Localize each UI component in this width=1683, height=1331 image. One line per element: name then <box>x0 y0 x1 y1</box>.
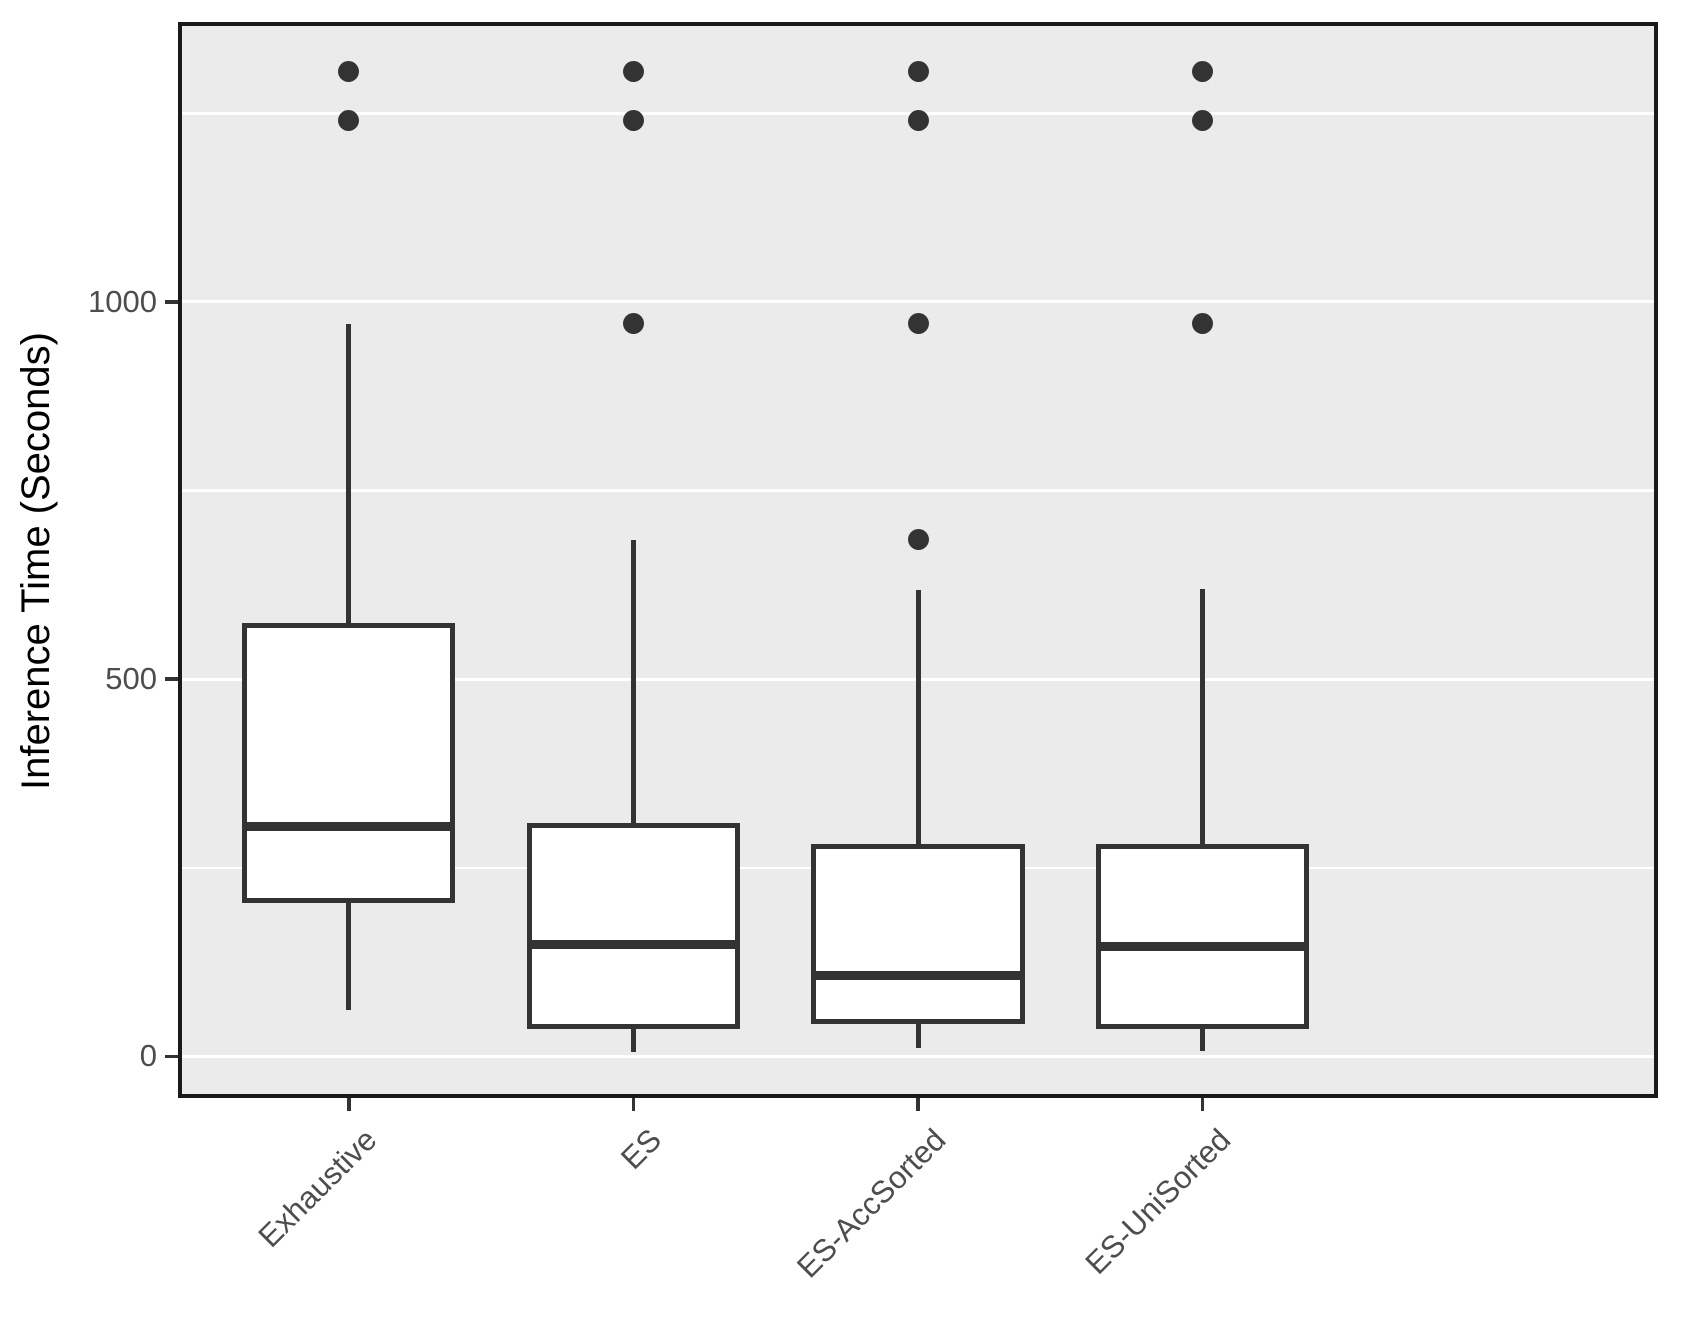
outlier-point <box>1192 312 1214 334</box>
x-axis-category-label: ES-UniSorted <box>1078 1122 1238 1281</box>
y-axis-tick <box>165 300 178 304</box>
x-axis-tick <box>916 1098 920 1111</box>
y-axis-tick-label: 500 <box>105 661 157 697</box>
outlier-point <box>338 109 360 131</box>
x-axis-tick <box>631 1098 636 1111</box>
outlier-point <box>1192 109 1214 131</box>
median-line <box>811 971 1025 981</box>
y-axis-tick <box>165 1054 178 1059</box>
outlier-point <box>622 61 644 83</box>
y-axis-title: Inference Time (Seconds) <box>14 332 58 790</box>
lower-whisker <box>915 1024 921 1049</box>
x-axis-category-label: ES <box>614 1122 669 1176</box>
x-axis-tick <box>347 1098 351 1111</box>
gridline-major <box>178 1054 1658 1058</box>
iqr-box <box>1095 843 1310 1030</box>
median-line <box>1095 941 1310 951</box>
iqr-box <box>526 822 741 1029</box>
lower-whisker <box>346 903 352 1010</box>
outlier-point <box>907 312 929 334</box>
x-axis-tick <box>1200 1098 1205 1111</box>
outlier-point <box>622 109 644 131</box>
gridline-minor <box>178 489 1658 492</box>
iqr-box <box>811 843 1025 1025</box>
median-line <box>242 821 456 831</box>
outlier-point <box>1192 61 1214 83</box>
lower-whisker <box>1200 1029 1206 1052</box>
y-axis-tick <box>165 677 178 681</box>
outlier-point <box>907 529 929 551</box>
outlier-point <box>338 61 360 83</box>
upper-whisker <box>1200 588 1206 844</box>
upper-whisker <box>915 590 921 844</box>
outlier-point <box>907 61 929 83</box>
gridline-major <box>178 300 1658 304</box>
outlier-point <box>907 109 929 131</box>
iqr-box <box>242 623 456 904</box>
y-axis-tick-label: 0 <box>139 1038 157 1074</box>
upper-whisker <box>346 323 352 624</box>
upper-whisker <box>630 539 636 823</box>
outlier-point <box>622 312 644 334</box>
plot-panel <box>178 22 1658 1098</box>
median-line <box>526 940 741 950</box>
x-axis-category-label: Exhaustive <box>251 1122 384 1254</box>
y-axis-tick-label: 1000 <box>88 283 157 319</box>
lower-whisker <box>630 1028 636 1052</box>
x-axis-category-label: ES-AccSorted <box>790 1122 953 1285</box>
